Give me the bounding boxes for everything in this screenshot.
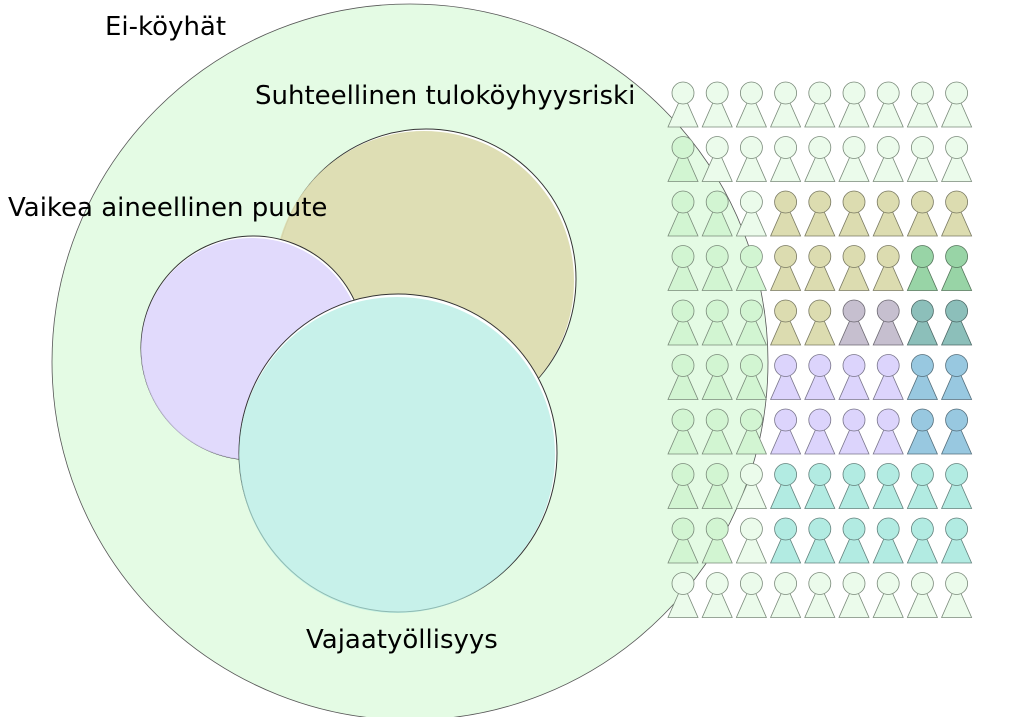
person-icon bbox=[838, 190, 870, 237]
person-icon bbox=[769, 136, 802, 182]
person-icon bbox=[735, 517, 768, 564]
person-icon bbox=[769, 190, 802, 237]
low-work-intensity-set bbox=[238, 293, 558, 613]
person-icon bbox=[701, 463, 733, 509]
person-icon bbox=[735, 136, 768, 182]
person-icon bbox=[735, 81, 768, 128]
person-icon bbox=[838, 517, 870, 564]
not-poor-label: Ei-köyhät bbox=[105, 12, 226, 42]
person-icon bbox=[906, 408, 939, 455]
person-icon bbox=[804, 463, 836, 509]
person-icon bbox=[667, 245, 699, 291]
person-icon bbox=[906, 136, 939, 182]
person-icon bbox=[804, 299, 836, 346]
income-poverty-label: Suhteellinen tuloköyhyysriski bbox=[255, 81, 635, 111]
people-pictogram-grid bbox=[667, 81, 973, 618]
person-icon bbox=[838, 463, 870, 509]
person-icon bbox=[906, 245, 939, 291]
person-icon bbox=[735, 572, 768, 618]
person-icon bbox=[804, 81, 836, 128]
person-icon bbox=[769, 299, 802, 346]
person-icon bbox=[872, 299, 904, 346]
venn-sets bbox=[140, 128, 577, 613]
person-icon bbox=[872, 136, 904, 182]
person-icon bbox=[906, 354, 939, 400]
person-icon bbox=[872, 245, 904, 291]
person-icon bbox=[940, 354, 973, 400]
person-icon bbox=[838, 81, 870, 128]
person-icon bbox=[906, 572, 939, 618]
person-icon bbox=[735, 245, 768, 291]
person-icon bbox=[701, 517, 733, 564]
person-icon bbox=[701, 81, 733, 128]
person-icon bbox=[872, 354, 904, 400]
person-icon bbox=[940, 245, 973, 291]
person-icon bbox=[769, 81, 802, 128]
person-icon bbox=[838, 245, 870, 291]
person-icon bbox=[872, 517, 904, 564]
person-icon bbox=[838, 354, 870, 400]
person-icon bbox=[667, 190, 699, 237]
person-icon bbox=[667, 572, 699, 618]
person-icon bbox=[804, 245, 836, 291]
person-icon bbox=[804, 572, 836, 618]
person-icon bbox=[735, 354, 768, 400]
person-icon bbox=[667, 81, 699, 128]
person-icon bbox=[940, 81, 973, 128]
person-icon bbox=[838, 299, 870, 346]
person-icon bbox=[735, 299, 768, 346]
person-icon bbox=[701, 299, 733, 346]
person-icon bbox=[735, 190, 768, 237]
person-icon bbox=[701, 136, 733, 182]
person-icon bbox=[804, 190, 836, 237]
person-icon bbox=[701, 245, 733, 291]
person-icon bbox=[667, 136, 699, 182]
person-icon bbox=[906, 517, 939, 564]
person-icon bbox=[940, 190, 973, 237]
person-icon bbox=[667, 408, 699, 455]
person-icon bbox=[940, 136, 973, 182]
person-icon bbox=[906, 299, 939, 346]
person-icon bbox=[872, 190, 904, 237]
person-icon bbox=[735, 463, 768, 509]
person-icon bbox=[940, 299, 973, 346]
person-icon bbox=[735, 408, 768, 455]
person-icon bbox=[667, 517, 699, 564]
person-icon bbox=[701, 354, 733, 400]
person-icon bbox=[838, 136, 870, 182]
person-icon bbox=[906, 463, 939, 509]
person-icon bbox=[804, 408, 836, 455]
person-icon bbox=[940, 517, 973, 564]
material-deprivation-label: Vaikea aineellinen puute bbox=[8, 193, 327, 223]
person-icon bbox=[804, 354, 836, 400]
person-icon bbox=[906, 81, 939, 128]
person-icon bbox=[906, 190, 939, 237]
person-icon bbox=[769, 408, 802, 455]
person-icon bbox=[667, 299, 699, 346]
person-icon bbox=[769, 517, 802, 564]
person-icon bbox=[872, 463, 904, 509]
person-icon bbox=[701, 190, 733, 237]
person-icon bbox=[804, 136, 836, 182]
low-work-intensity-label: Vajaatyöllisyys bbox=[306, 625, 498, 655]
person-icon bbox=[804, 517, 836, 564]
person-icon bbox=[667, 354, 699, 400]
person-icon bbox=[940, 408, 973, 455]
person-icon bbox=[769, 463, 802, 509]
person-icon bbox=[838, 408, 870, 455]
person-icon bbox=[872, 408, 904, 455]
person-icon bbox=[769, 245, 802, 291]
person-icon bbox=[940, 463, 973, 509]
person-icon bbox=[701, 408, 733, 455]
person-icon bbox=[667, 463, 699, 509]
person-icon bbox=[838, 572, 870, 618]
person-icon bbox=[872, 81, 904, 128]
person-icon bbox=[940, 572, 973, 618]
person-icon bbox=[872, 572, 904, 618]
person-icon bbox=[701, 572, 733, 618]
person-icon bbox=[769, 354, 802, 400]
person-icon bbox=[769, 572, 802, 618]
